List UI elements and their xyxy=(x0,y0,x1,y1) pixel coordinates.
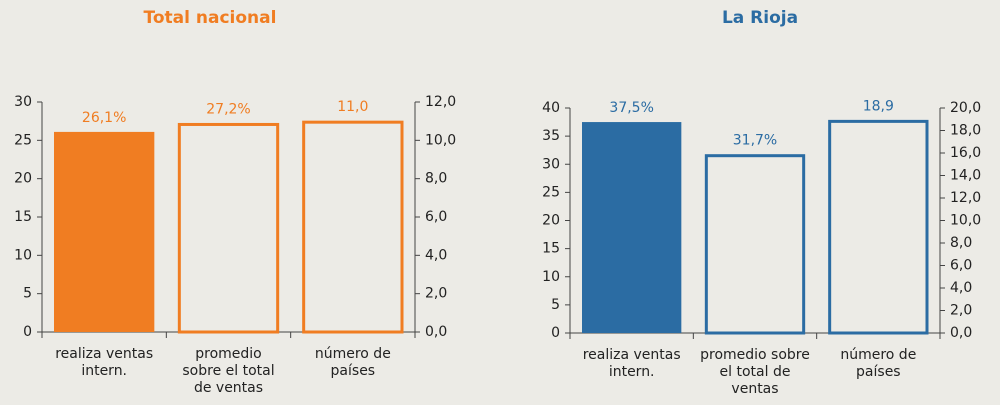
data-label: 37,5% xyxy=(609,100,653,116)
y2-tick-label: 8,0 xyxy=(950,235,972,251)
y2-tick-label: 0,0 xyxy=(425,324,447,340)
y-tick-label: 30 xyxy=(542,156,560,172)
y-tick-label: 30 xyxy=(14,94,32,110)
y-tick-label: 20 xyxy=(542,213,560,229)
y-tick-label: 20 xyxy=(14,171,32,187)
y2-tick-label: 10,0 xyxy=(425,132,456,148)
y-tick-label: 0 xyxy=(551,325,560,341)
bar xyxy=(582,122,682,333)
y2-tick-label: 20,0 xyxy=(950,100,981,116)
y-tick-label: 25 xyxy=(542,184,560,200)
y2-tick-label: 4,0 xyxy=(425,247,447,263)
y2-tick-label: 2,0 xyxy=(425,286,447,302)
x-tick-label: realiza ventas xyxy=(55,346,153,362)
bar xyxy=(302,120,404,334)
y2-tick-label: 10,0 xyxy=(950,213,981,229)
x-tick-label: promedio sobre xyxy=(700,347,810,363)
bar xyxy=(54,131,155,332)
x-tick-label: países xyxy=(331,363,376,379)
x-tick-label: el total de xyxy=(720,364,791,380)
y-tick-label: 25 xyxy=(14,132,32,148)
bar xyxy=(177,122,280,334)
y-tick-label: 35 xyxy=(542,128,560,144)
x-tick-label: intern. xyxy=(609,364,655,380)
chart-title: Total nacional xyxy=(144,8,277,28)
data-label: 26,1% xyxy=(82,110,126,126)
y-tick-label: 0 xyxy=(23,324,32,340)
x-tick-label: ventas xyxy=(731,381,778,397)
x-tick-label: promedio xyxy=(195,346,262,362)
x-tick-label: número de xyxy=(315,346,391,362)
y-tick-label: 10 xyxy=(14,247,32,263)
data-label: 31,7% xyxy=(733,133,777,149)
x-tick-label: número de xyxy=(840,347,916,363)
data-label: 18,9 xyxy=(863,98,894,114)
y2-tick-label: 4,0 xyxy=(950,280,972,296)
y2-tick-label: 2,0 xyxy=(950,303,972,319)
bar xyxy=(828,119,929,335)
data-label: 11,0 xyxy=(337,99,368,115)
data-label: 27,2% xyxy=(206,101,250,117)
x-tick-label: países xyxy=(856,364,901,380)
x-tick-label: realiza ventas xyxy=(583,347,681,363)
x-tick-label: intern. xyxy=(81,363,127,379)
y-tick-label: 5 xyxy=(23,286,32,302)
x-tick-label: de ventas xyxy=(194,380,263,396)
y-tick-label: 15 xyxy=(14,209,32,225)
y2-tick-label: 0,0 xyxy=(950,325,972,341)
y2-tick-label: 12,0 xyxy=(950,190,981,206)
y2-tick-label: 6,0 xyxy=(425,209,447,225)
chart-title: La Rioja xyxy=(722,8,798,28)
y-tick-label: 15 xyxy=(542,241,560,257)
y2-tick-label: 6,0 xyxy=(950,258,972,274)
y2-tick-label: 18,0 xyxy=(950,123,981,139)
y-tick-label: 5 xyxy=(551,297,560,313)
y-tick-label: 10 xyxy=(542,269,560,285)
y2-tick-label: 14,0 xyxy=(950,168,981,184)
y2-tick-label: 12,0 xyxy=(425,94,456,110)
y-tick-label: 40 xyxy=(542,100,560,116)
x-tick-label: sobre el total xyxy=(182,363,274,379)
bar xyxy=(704,154,806,335)
y2-tick-label: 8,0 xyxy=(425,171,447,187)
y2-tick-label: 16,0 xyxy=(950,145,981,161)
